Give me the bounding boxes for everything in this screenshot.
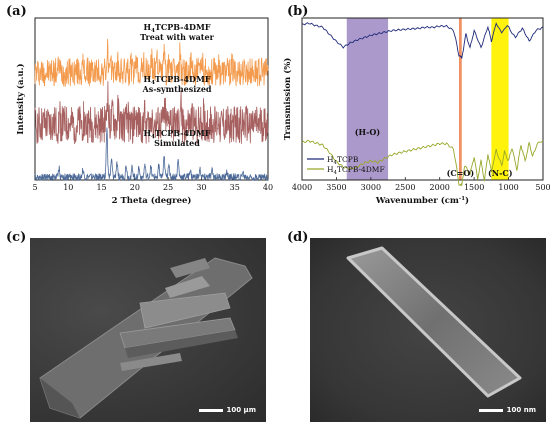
xrd-series-line	[34, 81, 269, 145]
x-axis-label: 2 Theta (degree)	[112, 195, 192, 206]
x-tick-label: 2000	[430, 183, 450, 192]
panel-d-label: (d)	[287, 230, 309, 245]
x-tick-label: 1500	[464, 183, 484, 192]
band-label-co: (C=O)	[447, 168, 475, 178]
ir-band-highlight	[346, 18, 389, 180]
ftir-series-line	[301, 22, 544, 59]
y-axis-label: Intensity (a.u.)	[15, 63, 26, 134]
xrd-chart: 5 10 15 20 25 30 35 40 2 Theta (degree) Intensity…	[15, 17, 273, 206]
x-tick-label: 40	[263, 183, 273, 192]
x-tick-label: 2500	[395, 183, 415, 192]
panel-c-label: (c)	[6, 230, 27, 245]
x-axis-label: Wavenumber (cm-1)	[375, 195, 469, 206]
x-tick-label: 35	[230, 183, 240, 192]
x-tick-label: 4000	[292, 183, 312, 192]
x-tick-label: 1000	[498, 183, 518, 192]
x-tick-label: 25	[163, 183, 173, 192]
series-formula-label: H4TCPB-4DMF	[144, 74, 211, 86]
ftir-series-line	[301, 139, 544, 187]
ir-band-highlight	[491, 18, 509, 180]
sem-image-d: 100 nm	[310, 238, 546, 422]
xrd-series-line	[34, 127, 269, 182]
panel-a-label: (a)	[6, 4, 27, 19]
series-desc-label: As-symthesized	[141, 84, 211, 94]
panel-b-label: (b)	[287, 4, 309, 19]
legend-label: H4TCPB-4DMF	[327, 165, 385, 176]
x-tick-label: 3500	[326, 183, 346, 192]
series-desc-label: Simulated	[154, 138, 200, 148]
x-tick-label: 500	[535, 183, 550, 192]
band-label-nc: (N-C)	[488, 168, 513, 178]
y-axis-label: Transmission (%)	[282, 58, 293, 141]
plot-frame	[301, 17, 544, 181]
xrd-series-line	[34, 38, 269, 87]
x-tick-label: 10	[63, 183, 73, 192]
x-tick-label: 30	[196, 183, 206, 192]
scale-bar	[478, 408, 503, 412]
ftir-chart: 4000 3500 3000 2500 2000 1500 1000 500 Wavenumbe…	[282, 17, 550, 206]
scale-bar	[198, 408, 223, 412]
ir-band-highlight	[458, 18, 462, 180]
x-tick-label: 3000	[361, 183, 381, 192]
sem-image-c: 100 μm	[30, 238, 266, 422]
band-label-ho: (H-O)	[355, 127, 381, 137]
series-formula-label: H4TCPB-4DMF	[144, 128, 211, 140]
scale-label: 100 μm	[226, 406, 257, 414]
series-formula-label: H4TCPB-4DMF	[144, 22, 211, 34]
crystal-plates-illustration	[39, 257, 253, 419]
plot-frame	[34, 17, 269, 181]
nanorod-illustration	[346, 246, 522, 398]
x-tick-label: 5	[32, 183, 37, 192]
x-tick-label: 20	[130, 183, 140, 192]
legend-label: H4TCPB	[327, 155, 359, 166]
x-tick-label: 15	[96, 183, 106, 192]
scale-label: 100 nm	[506, 406, 536, 414]
series-desc-label: Treat with water	[140, 32, 214, 42]
